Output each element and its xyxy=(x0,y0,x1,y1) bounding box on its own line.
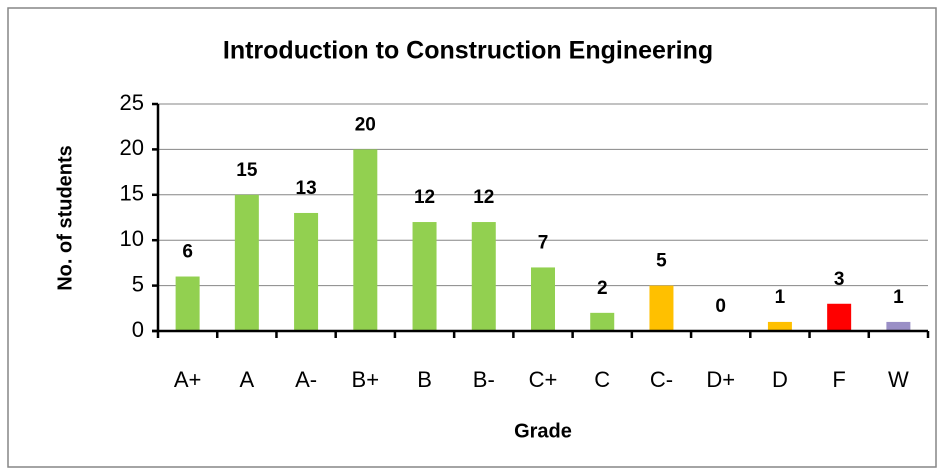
bar xyxy=(649,285,674,331)
bar xyxy=(767,321,792,331)
x-tick-label: A- xyxy=(295,367,317,392)
x-tick-label: C- xyxy=(650,367,673,392)
data-label: 0 xyxy=(715,296,726,317)
x-tick-label: W xyxy=(888,367,909,392)
chart-title: Introduction to Construction Engineering xyxy=(223,37,713,65)
bar xyxy=(234,194,259,331)
y-tick-label: 25 xyxy=(120,90,144,115)
y-tick-label: 20 xyxy=(120,135,144,160)
y-axis-label: No. of students xyxy=(54,145,76,291)
x-tick-label: A xyxy=(240,367,255,392)
bar xyxy=(471,222,496,331)
data-label: 13 xyxy=(296,178,317,199)
data-label: 5 xyxy=(656,251,667,272)
data-label: 1 xyxy=(775,287,786,308)
y-tick-label: 15 xyxy=(120,181,144,206)
data-label: 15 xyxy=(236,160,258,181)
data-label: 1 xyxy=(893,287,904,308)
x-tick-label: C+ xyxy=(529,367,558,392)
x-tick-label: F xyxy=(832,367,845,392)
data-label: 12 xyxy=(414,187,435,208)
x-axis-label: Grade xyxy=(514,420,572,442)
x-tick-label: B xyxy=(417,367,432,392)
y-tick-label: 0 xyxy=(132,317,144,342)
data-label: 3 xyxy=(834,269,845,290)
x-tick-label: B+ xyxy=(352,367,380,392)
x-tick-label: D+ xyxy=(706,367,735,392)
x-tick-label: B- xyxy=(473,367,495,392)
x-tick-label: D xyxy=(772,367,788,392)
bar xyxy=(175,276,200,331)
bar xyxy=(353,149,378,331)
bar xyxy=(531,267,555,331)
data-label: 7 xyxy=(538,232,549,253)
bar xyxy=(590,312,615,331)
y-tick-label: 5 xyxy=(132,271,144,296)
y-tick-label: 10 xyxy=(120,226,144,251)
x-tick-label: C xyxy=(594,367,610,392)
data-label: 12 xyxy=(473,187,494,208)
bar xyxy=(886,321,911,331)
bar xyxy=(294,212,319,331)
data-label: 6 xyxy=(182,242,193,263)
data-label: 20 xyxy=(355,114,376,135)
x-tick-label: A+ xyxy=(174,367,202,392)
bar xyxy=(827,303,852,331)
bar xyxy=(412,222,437,331)
data-label: 2 xyxy=(597,278,608,299)
